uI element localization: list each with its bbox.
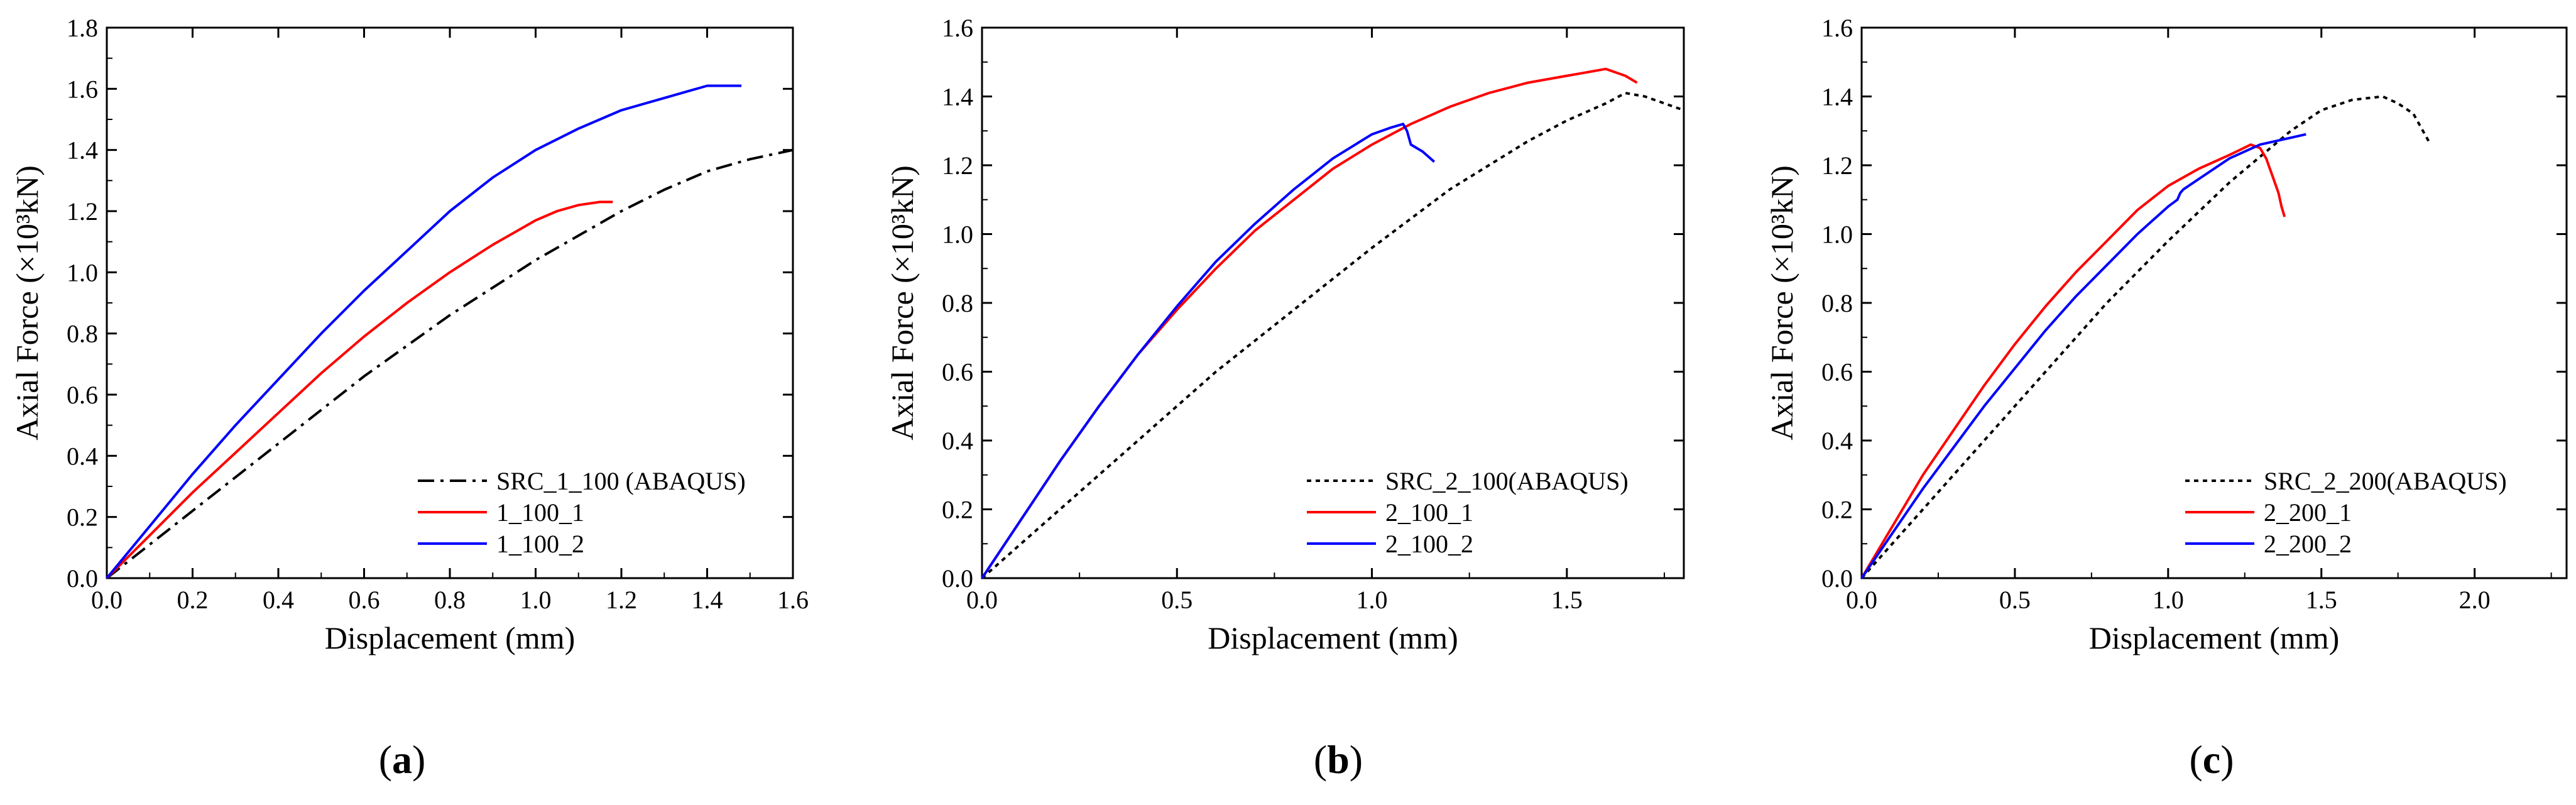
chart-panel-c: 0.0 0.5 1.0 1.5 2.0 0.0 0.2 0.4 0.6 0.8 1.0 1.2 1.4 1… (1764, 14, 2568, 782)
y-tick-label: 1.2 (1821, 151, 1853, 180)
legend-label: 1_100_2 (496, 530, 584, 558)
x-axis-label: Displacement (mm) (1208, 620, 1458, 655)
y-tick-label: 0.0 (67, 564, 98, 593)
y-tick-label: 1.8 (67, 14, 98, 42)
legend-label: 2_200_1 (2264, 498, 2352, 527)
x-tick-label: 1.2 (606, 586, 637, 614)
legend: SRC_2_100(ABAQUS) 2_100_1 2_100_2 (1307, 467, 1629, 558)
chart-panel-a: 0.0 0.2 0.4 0.6 0.8 1.0 1.2 1.4 1.6 0.0 0.2 0.4 0.6 0… (9, 14, 809, 782)
x-tick-label: 1.0 (520, 586, 552, 614)
series-line-2 (981, 67, 1638, 579)
y-tick-label: 1.2 (67, 197, 98, 226)
y-tick-label: 0.2 (942, 496, 973, 524)
y-axis-label: Axial Force (×10³kN) (885, 165, 920, 441)
x-tick-label: 0.8 (434, 586, 466, 614)
y-tick-label: 1.4 (67, 136, 98, 165)
y-tick-label: 0.6 (1821, 358, 1853, 386)
x-tick-label: 0.0 (966, 586, 998, 614)
legend-label: 2_100_2 (1385, 530, 1473, 558)
y-tick-label: 0.0 (1821, 564, 1853, 593)
y-tick-label: 0.6 (67, 381, 98, 409)
y-tick-label: 0.8 (67, 320, 98, 348)
y-tick-label: 1.0 (1821, 221, 1853, 249)
x-tick-label: 1.4 (692, 586, 723, 614)
x-tick-label: 0.6 (349, 586, 380, 614)
x-tick-label: 2.0 (2459, 586, 2491, 614)
x-tick-label: 0.5 (1999, 586, 2031, 614)
legend-label: 1_100_1 (496, 498, 584, 527)
x-tick-label: 0.5 (1161, 586, 1192, 614)
y-axis-label: Axial Force (×10³kN) (9, 165, 45, 441)
legend-label: SRC_2_200(ABAQUS) (2264, 467, 2507, 495)
x-tick-label: 1.5 (1551, 586, 1583, 614)
x-tick-label: 1.0 (2153, 586, 2184, 614)
y-tick-label: 0.2 (67, 503, 98, 532)
x-tick-label: 1.5 (2306, 586, 2337, 614)
plot-frame (981, 26, 1685, 579)
series-line-1 (981, 92, 1684, 579)
legend: SRC_1_100 (ABAQUS) 1_100_1 1_100_2 (418, 467, 746, 558)
y-tick-label: 0.4 (67, 442, 98, 470)
x-tick-label: 0.4 (263, 586, 294, 614)
y-tick-label: 0.2 (1821, 496, 1853, 524)
x-tick-label: 1.6 (777, 586, 809, 614)
series-line-1 (106, 148, 794, 579)
plot-frame (1860, 26, 2568, 579)
y-tick-label: 1.6 (1821, 14, 1853, 42)
series-line-3 (106, 84, 742, 579)
chart-panel-b: 0.0 0.5 1.0 1.5 0.0 0.2 0.4 0.6 0.8 1.0 1.2 1.4 1.6 D… (885, 14, 1685, 782)
y-tick-label: 1.6 (67, 75, 98, 103)
legend-label: SRC_1_100 (ABAQUS) (496, 467, 746, 495)
series-line-3 (981, 123, 1436, 579)
panel-label: (a) (379, 737, 426, 782)
y-tick-label: 0.8 (1821, 289, 1853, 317)
panel-label: (c) (2189, 737, 2234, 782)
y-tick-label: 1.4 (942, 83, 973, 111)
series-line-3 (1860, 133, 2306, 579)
legend-label: 2_100_1 (1385, 498, 1473, 527)
x-tick-label: 1.0 (1356, 586, 1388, 614)
y-tick-label: 1.2 (942, 151, 973, 180)
x-axis-label: Displacement (mm) (2089, 620, 2340, 655)
x-tick-label: 0.2 (177, 586, 209, 614)
y-tick-label: 0.4 (942, 427, 973, 455)
y-tick-label: 1.0 (67, 258, 98, 287)
plot-frame (106, 26, 794, 579)
y-tick-label: 1.4 (1821, 83, 1853, 111)
y-tick-label: 1.6 (942, 14, 973, 42)
legend-label: 2_200_2 (2264, 530, 2352, 558)
y-axis-label: Axial Force (×10³kN) (1764, 165, 1799, 441)
legend-label: SRC_2_100(ABAQUS) (1385, 467, 1629, 495)
y-tick-label: 0.6 (942, 358, 973, 386)
panel-label: (b) (1314, 737, 1363, 782)
y-tick-label: 0.0 (942, 564, 973, 593)
series-line-2 (1860, 143, 2286, 579)
y-tick-label: 0.8 (942, 289, 973, 317)
x-axis-label: Displacement (mm) (325, 620, 576, 655)
y-tick-label: 1.0 (942, 221, 973, 249)
x-tick-label: 0.0 (91, 586, 123, 614)
y-tick-label: 0.4 (1821, 427, 1853, 455)
legend: SRC_2_200(ABAQUS) 2_200_1 2_200_2 (2185, 467, 2507, 558)
series-line-2 (106, 200, 613, 579)
x-tick-label: 0.0 (1846, 586, 1877, 614)
